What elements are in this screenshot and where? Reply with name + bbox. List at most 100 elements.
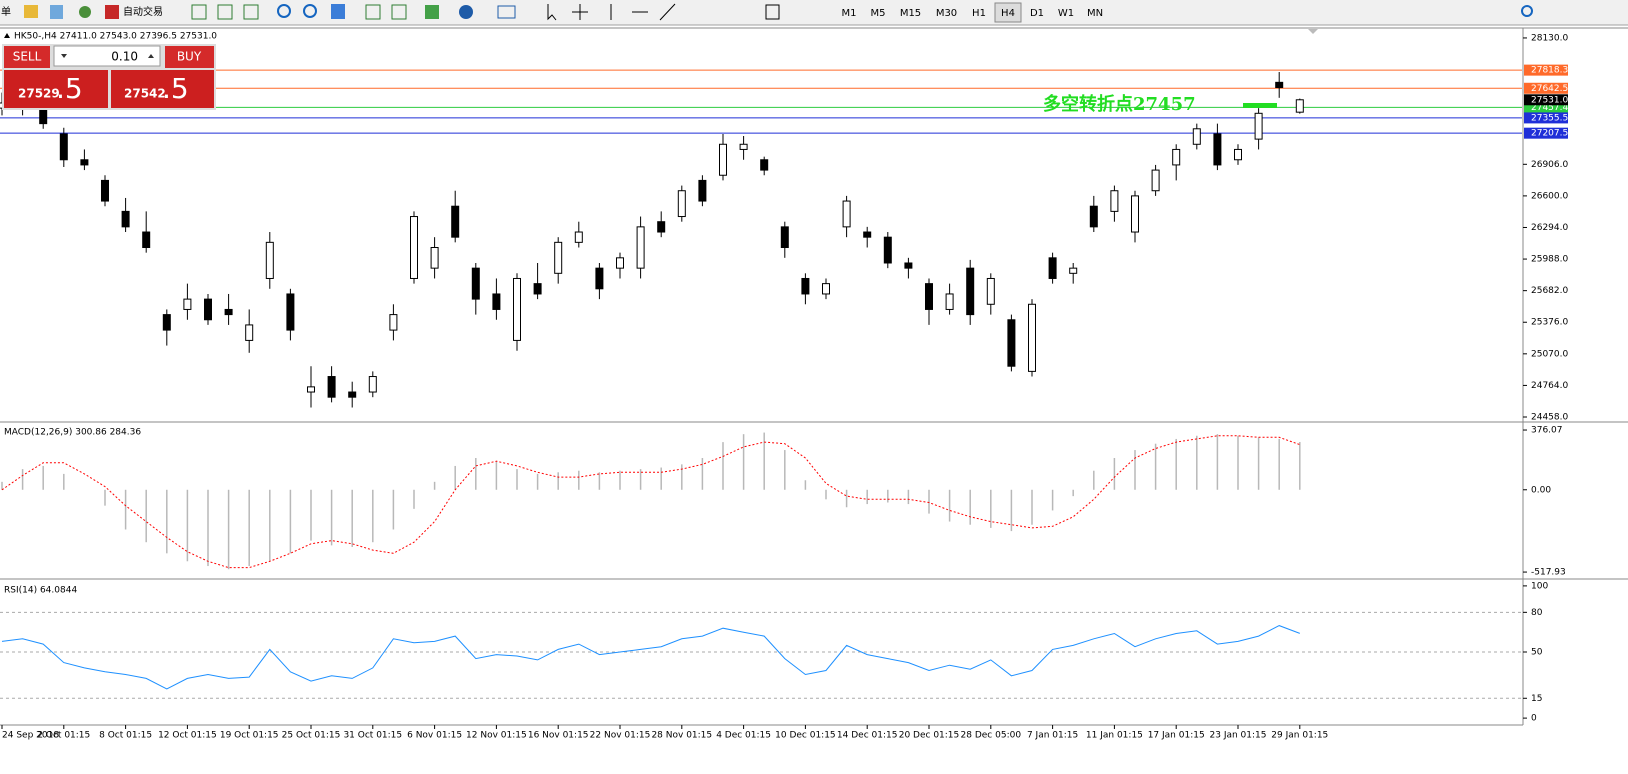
icon[interactable] bbox=[217, 4, 233, 20]
candle-body bbox=[451, 205, 460, 238]
rsi-title: RSI(14) 64.0844 bbox=[4, 586, 77, 596]
lot-value[interactable]: 0.10 bbox=[111, 50, 138, 64]
x-tick-label: 7 Jan 01:15 bbox=[1027, 731, 1078, 741]
candle-body bbox=[410, 216, 418, 279]
bid-fraction[interactable]: .5 bbox=[56, 72, 83, 105]
signal-line bbox=[1, 435, 1300, 569]
candle-body bbox=[554, 241, 563, 274]
icon[interactable] bbox=[191, 4, 207, 20]
x-tick-label: 19 Oct 01:15 bbox=[220, 731, 279, 741]
candle-body bbox=[925, 283, 933, 310]
y-tick-label: 0 bbox=[1531, 714, 1537, 724]
buy-label[interactable]: BUY bbox=[177, 50, 202, 64]
candle-body bbox=[224, 308, 233, 316]
toolbar bbox=[0, 0, 1628, 25]
timeframe-label[interactable]: W1 bbox=[1058, 8, 1074, 19]
y-tick-label: 100 bbox=[1531, 581, 1548, 591]
icon[interactable] bbox=[277, 4, 291, 18]
ask-box[interactable] bbox=[111, 70, 214, 108]
icon[interactable] bbox=[24, 5, 38, 18]
icon[interactable] bbox=[547, 4, 557, 21]
timeframe-label[interactable]: H4 bbox=[1001, 8, 1015, 19]
bid-main[interactable]: 27529 bbox=[18, 87, 60, 101]
y-tick-label: 25376.0 bbox=[1531, 318, 1568, 328]
icon[interactable] bbox=[79, 6, 91, 18]
y-tick-label: 15 bbox=[1531, 694, 1542, 704]
candle-body bbox=[1089, 205, 1098, 228]
icon[interactable] bbox=[303, 4, 317, 18]
icon[interactable] bbox=[572, 4, 588, 20]
candle-body bbox=[142, 231, 151, 249]
x-tick-label: 28 Nov 01:15 bbox=[651, 731, 712, 741]
candle-body bbox=[760, 159, 769, 171]
sell-button[interactable] bbox=[4, 46, 50, 68]
lot-input[interactable] bbox=[53, 45, 161, 67]
icon[interactable] bbox=[331, 4, 345, 19]
candle-body bbox=[780, 226, 789, 249]
icon[interactable] bbox=[391, 4, 407, 20]
x-tick-label: 11 Jan 01:15 bbox=[1086, 731, 1143, 741]
x-tick-label: 2 Oct 01:15 bbox=[37, 731, 90, 741]
autotrade-label[interactable]: 自动交易 bbox=[123, 5, 163, 18]
level-label-box bbox=[1524, 112, 1568, 124]
candle-body bbox=[945, 293, 954, 310]
x-tick-label: 23 Jan 01:15 bbox=[1210, 731, 1267, 741]
candle-body bbox=[842, 200, 851, 228]
timeframe-label[interactable]: D1 bbox=[1030, 8, 1044, 19]
candle-body bbox=[1048, 257, 1057, 279]
timeframe-label[interactable]: M1 bbox=[842, 8, 857, 19]
last-price-box bbox=[1524, 94, 1568, 106]
candle-body bbox=[430, 247, 439, 269]
level-label: 27207.5 bbox=[1531, 129, 1568, 139]
candle-body bbox=[636, 226, 645, 269]
trade-panel: SELL 0.10 BUY 27529 .5 27542 .5 bbox=[2, 44, 216, 110]
icon[interactable] bbox=[610, 3, 676, 21]
icon[interactable] bbox=[765, 4, 780, 20]
candle-body bbox=[1151, 169, 1160, 192]
timeframe-label[interactable]: M15 bbox=[900, 8, 921, 19]
candle-body bbox=[39, 107, 48, 125]
icon[interactable] bbox=[459, 5, 473, 19]
timeframe-button[interactable] bbox=[994, 2, 1022, 23]
candle-body bbox=[1007, 319, 1016, 367]
candle-body bbox=[265, 241, 274, 279]
candle-body bbox=[1028, 303, 1036, 372]
y-tick-label: 24458.0 bbox=[1531, 413, 1568, 423]
timeframe-label[interactable]: M5 bbox=[871, 8, 886, 19]
x-tick-label: 12 Nov 01:15 bbox=[466, 731, 527, 741]
icon[interactable] bbox=[365, 4, 381, 20]
candle-body bbox=[162, 314, 171, 331]
icon[interactable] bbox=[425, 5, 439, 19]
buy-button[interactable] bbox=[165, 46, 214, 68]
icon[interactable] bbox=[105, 5, 119, 19]
icon[interactable] bbox=[243, 4, 259, 20]
sell-label[interactable]: SELL bbox=[13, 50, 42, 64]
bid-box[interactable] bbox=[4, 70, 108, 108]
level-label-box bbox=[1524, 64, 1568, 76]
timeframe-label[interactable]: H1 bbox=[972, 8, 986, 19]
y-tick-label: 28130.0 bbox=[1531, 33, 1568, 43]
candle-body bbox=[204, 298, 212, 321]
macd-title: MACD(12,26,9) 300.86 284.36 bbox=[4, 428, 141, 438]
y-tick-label: 24764.0 bbox=[1531, 381, 1568, 391]
icon[interactable] bbox=[50, 5, 63, 19]
y-tick-label: 25070.0 bbox=[1531, 349, 1568, 359]
x-tick-label: 17 Jan 01:15 bbox=[1148, 731, 1205, 741]
candle-body bbox=[1213, 133, 1222, 166]
level-label: 27818.3 bbox=[1531, 66, 1568, 76]
candle-body bbox=[368, 376, 377, 393]
icon[interactable] bbox=[1521, 5, 1533, 17]
timeframe-label[interactable]: M30 bbox=[936, 8, 957, 19]
x-tick-label: 16 Nov 01:15 bbox=[528, 731, 589, 741]
icon[interactable] bbox=[497, 5, 516, 19]
timeframe-label[interactable]: MN bbox=[1087, 8, 1103, 19]
chart-title: HK50-,H4 27411.0 27543.0 27396.5 27531.0 bbox=[14, 32, 217, 42]
ask-main[interactable]: 27542 bbox=[124, 87, 166, 101]
candle-body bbox=[1110, 190, 1119, 212]
candle-body bbox=[1254, 112, 1263, 140]
ask-fraction[interactable]: .5 bbox=[162, 72, 189, 105]
menu-label[interactable]: 单 bbox=[1, 6, 11, 18]
x-tick-label: 4 Dec 01:15 bbox=[716, 731, 771, 741]
